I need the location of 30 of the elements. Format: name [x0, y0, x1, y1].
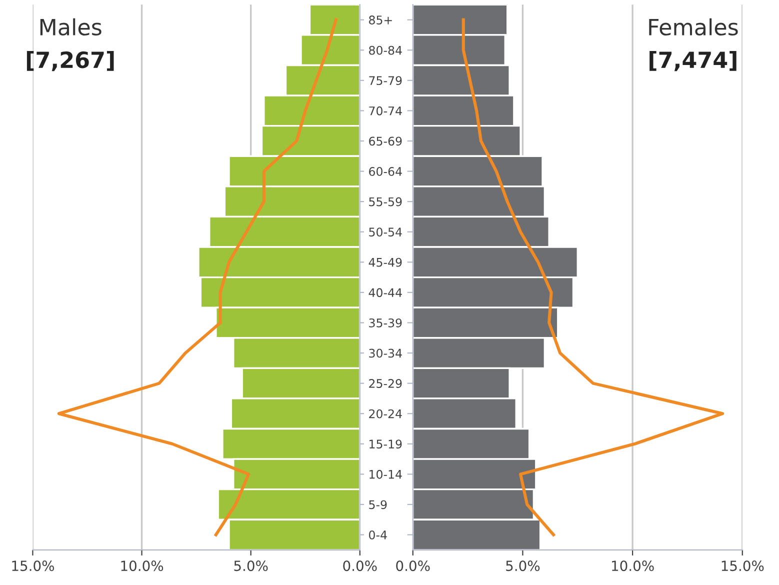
x-tick-label: 10.0%	[121, 560, 164, 572]
x-tick-label: 0.0%	[343, 560, 377, 572]
x-tick-label: 15.0%	[722, 560, 764, 572]
x-tick-label: 5.0%	[506, 560, 540, 572]
y-tick-label: 35-39	[369, 318, 402, 328]
y-tick-label: 70-74	[369, 106, 402, 116]
y-tick-label: 65-69	[369, 136, 402, 146]
y-tick-label: 30-34	[369, 348, 402, 358]
y-tick-label: 55-59	[369, 197, 402, 206]
y-tick-label: 80-84	[369, 46, 402, 55]
y-tick-label: 5-9	[369, 500, 387, 510]
y-tick-label: 60-64	[369, 167, 402, 176]
text: [7,474]	[650, 51, 736, 72]
x-tick-label: 15.0%	[12, 560, 54, 572]
x-tick-label: 0.0%	[396, 560, 430, 572]
y-tick-label: 10-14	[370, 470, 402, 479]
y-tick-label: 20-24	[369, 409, 402, 418]
text: Males	[40, 18, 102, 36]
y-tick-label: 0-4	[369, 530, 387, 540]
y-tick-label: 75-79	[369, 76, 402, 86]
text: Females	[649, 18, 738, 36]
y-tick-label: 40-44	[368, 288, 402, 298]
x-tick-label: 5.0%	[234, 560, 268, 572]
text: [7,267]	[26, 51, 114, 72]
y-tick-label: 15-19	[370, 440, 402, 449]
y-tick-label: 85+	[369, 16, 392, 24]
y-tick-label: 45-49	[368, 258, 402, 267]
y-tick-label: 25-29	[369, 379, 402, 388]
y-tick-label: 50-54	[369, 228, 402, 237]
x-tick-label: 10.0%	[612, 560, 654, 572]
